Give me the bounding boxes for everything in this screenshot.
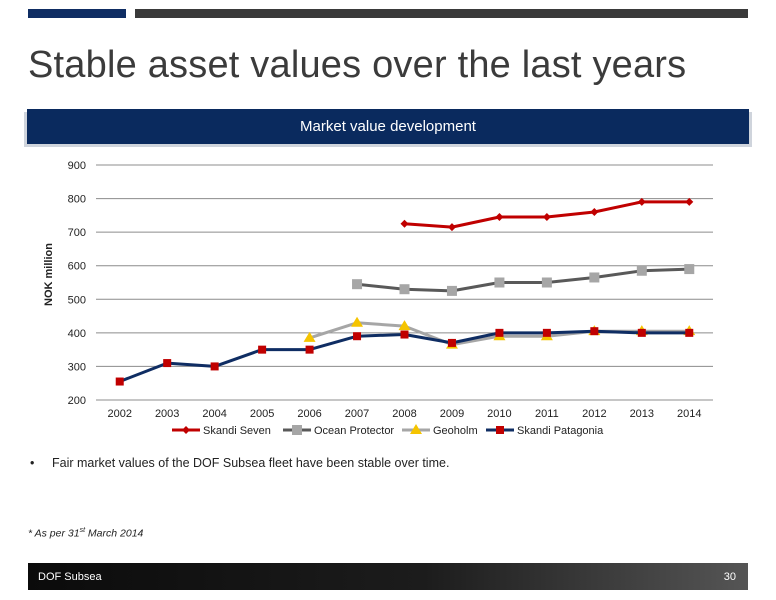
y-tick-label: 900	[68, 160, 86, 172]
legend-label: Geoholm	[433, 425, 478, 437]
data-point-skandi-seven	[542, 213, 551, 222]
legend-label: Skandi Seven	[203, 425, 271, 437]
legend-marker	[292, 425, 302, 435]
x-tick-label: 2011	[535, 408, 559, 420]
legend-marker	[496, 426, 504, 434]
data-point-ocean-protector	[541, 277, 552, 288]
x-tick-label: 2003	[155, 408, 179, 420]
x-tick-label: 2006	[297, 408, 321, 420]
y-tick-label: 700	[68, 227, 86, 239]
y-tick-label: 800	[68, 194, 86, 206]
data-point-skandi-patagonia	[495, 328, 504, 337]
x-tick-label: 2002	[107, 408, 131, 420]
x-tick-label: 2013	[630, 408, 654, 420]
data-point-skandi-seven	[637, 197, 646, 206]
data-point-skandi-seven	[495, 213, 504, 222]
y-tick-label: 200	[68, 395, 86, 407]
footnote: * As per 31st March 2014	[28, 527, 143, 540]
line-chart: 200 300 400 500 600 700 800 900 2002 2003 2004 2005…	[43, 160, 713, 437]
x-tick-label: 2004	[202, 408, 226, 420]
x-tick-label: 2012	[582, 408, 606, 420]
footer-company: DOF Subsea	[38, 571, 102, 583]
data-point-skandi-patagonia	[353, 332, 362, 341]
chart-title: Market value development	[300, 118, 476, 135]
data-point-skandi-seven	[590, 208, 599, 216]
footnote-sup: st	[79, 527, 86, 534]
data-point-skandi-patagonia	[400, 330, 409, 339]
x-tick-label: 2005	[250, 408, 274, 420]
chart-title-banner: Market value development	[27, 109, 749, 144]
data-point-ocean-protector	[684, 264, 695, 275]
data-point-skandi-patagonia	[163, 359, 172, 368]
top-accent-bar-blue	[28, 9, 126, 18]
bullet-text-content: Fair market values of the DOF Subsea fle…	[52, 456, 450, 470]
data-point-geoholm	[351, 316, 364, 327]
data-point-ocean-protector	[399, 284, 410, 295]
y-tick-label: 600	[68, 261, 86, 273]
data-point-skandi-patagonia	[305, 345, 314, 354]
data-point-ocean-protector	[446, 285, 457, 296]
data-point-skandi-patagonia	[115, 377, 124, 386]
bullet-text: • Fair market values of the DOF Subsea fl…	[30, 456, 449, 470]
y-axis-label: NOK million	[43, 243, 55, 306]
data-point-skandi-seven	[400, 219, 409, 228]
legend-label: Skandi Patagonia	[517, 425, 604, 437]
data-point-ocean-protector	[636, 265, 647, 276]
data-point-skandi-patagonia	[447, 338, 456, 347]
top-accent-bar-dark	[135, 9, 748, 18]
series-line-ocean-protector	[356, 267, 690, 293]
legend-marker	[182, 426, 190, 434]
footnote-pre: * As per 31	[28, 527, 80, 540]
bullet-dot: •	[30, 456, 35, 470]
data-point-geoholm	[398, 320, 411, 331]
data-point-skandi-patagonia	[685, 328, 694, 337]
x-tick-label: 2014	[677, 408, 701, 420]
y-tick-label: 400	[68, 328, 86, 340]
data-point-ocean-protector	[589, 272, 600, 283]
footnote-post: March 2014	[85, 527, 144, 540]
data-point-skandi-patagonia	[258, 345, 267, 354]
series-line-skandi-patagonia	[119, 329, 690, 383]
data-point-geoholm	[303, 331, 316, 342]
footer-bar: DOF Subsea 30	[28, 563, 748, 590]
data-point-skandi-patagonia	[637, 328, 646, 337]
y-tick-label: 500	[68, 294, 86, 306]
x-tick-label: 2008	[392, 408, 416, 420]
data-point-skandi-patagonia	[590, 327, 599, 336]
x-tick-label: 2010	[487, 408, 511, 420]
data-point-ocean-protector	[352, 279, 363, 290]
x-tick-label: 2007	[345, 408, 369, 420]
legend-label: Ocean Protector	[314, 425, 394, 437]
data-point-skandi-patagonia	[542, 328, 551, 337]
legend-marker	[410, 424, 422, 434]
page-number: 30	[723, 571, 736, 583]
data-point-ocean-protector	[494, 277, 505, 288]
x-tick-label: 2009	[440, 408, 464, 420]
page-title: Stable asset values over the last years	[28, 44, 687, 86]
data-point-skandi-seven	[447, 223, 456, 232]
data-point-skandi-seven	[685, 197, 694, 206]
y-tick-label: 300	[68, 361, 86, 373]
data-point-skandi-patagonia	[210, 362, 219, 371]
